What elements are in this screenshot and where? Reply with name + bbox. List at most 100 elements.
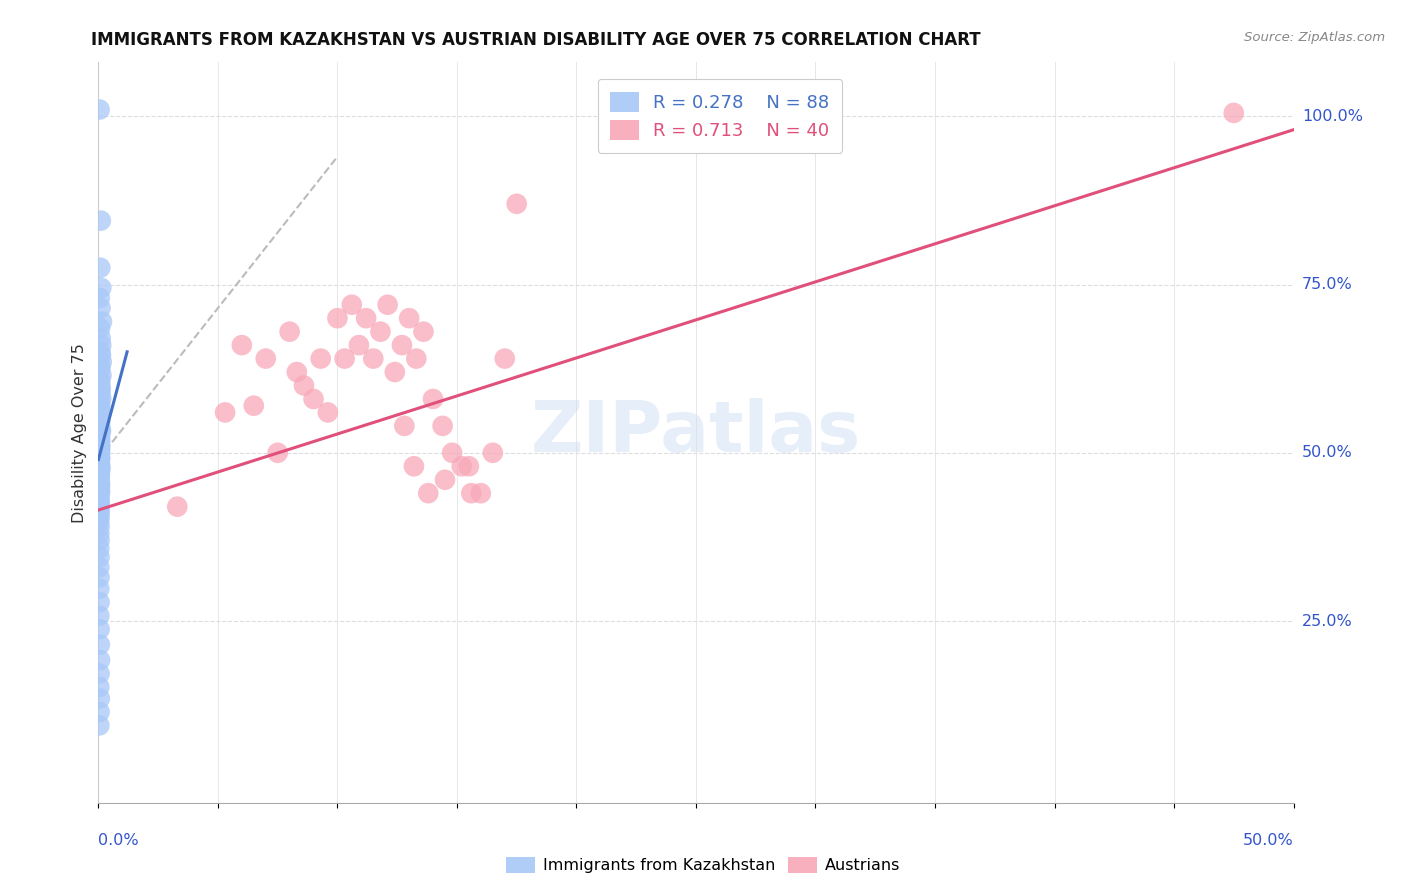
Point [89, 474, 111, 488]
Point [89, 103, 111, 117]
Point [89, 378, 111, 392]
Point [89, 372, 111, 386]
Point [267, 446, 290, 460]
Point [481, 446, 505, 460]
Point [231, 338, 253, 352]
Point [90, 392, 112, 406]
Point [89, 498, 111, 512]
Point [89, 431, 111, 445]
Point [89, 570, 111, 584]
Point [89, 478, 111, 492]
Point [89, 321, 111, 335]
Point [89, 413, 111, 427]
Point [422, 392, 444, 406]
Point [89, 458, 111, 472]
Point [89, 520, 111, 534]
Point [254, 351, 277, 366]
Point [89, 509, 111, 524]
Point [89, 666, 111, 681]
Point [89, 491, 111, 506]
Point [450, 459, 472, 474]
Point [394, 418, 416, 433]
Point [90, 348, 112, 362]
Point [89, 494, 111, 508]
Text: 100.0%: 100.0% [1302, 109, 1362, 124]
Point [434, 473, 457, 487]
Point [89, 505, 111, 519]
Point [90, 382, 112, 396]
Point [89, 395, 111, 409]
Point [89, 608, 111, 623]
Point [90, 389, 112, 403]
Point [89, 427, 111, 442]
Text: 0.0%: 0.0% [98, 833, 139, 848]
Point [278, 325, 301, 339]
Point [91, 315, 114, 329]
Point [90, 422, 112, 436]
Text: 50.0%: 50.0% [1243, 833, 1294, 848]
Point [309, 351, 332, 366]
Point [418, 486, 440, 500]
Legend: Immigrants from Kazakhstan, Austrians: Immigrants from Kazakhstan, Austrians [499, 850, 907, 880]
Point [90, 361, 112, 376]
Point [326, 311, 349, 326]
Point [89, 705, 111, 719]
Point [89, 462, 111, 476]
Point [89, 541, 111, 556]
Point [398, 311, 420, 326]
Text: Source: ZipAtlas.com: Source: ZipAtlas.com [1244, 31, 1385, 45]
Point [89, 533, 111, 548]
Point [89, 691, 111, 706]
Point [340, 298, 363, 312]
Y-axis label: Disability Age Over 75: Disability Age Over 75 [72, 343, 87, 523]
Point [384, 365, 406, 379]
Point [89, 501, 111, 516]
Point [347, 338, 370, 352]
Point [90, 301, 112, 315]
Point [302, 392, 325, 406]
Point [89, 442, 111, 457]
Point [441, 446, 464, 460]
Point [89, 429, 111, 443]
Point [460, 486, 482, 500]
Point [405, 351, 427, 366]
Point [90, 460, 112, 475]
Point [285, 365, 308, 379]
Legend: R = 0.278    N = 88, R = 0.713    N = 40: R = 0.278 N = 88, R = 0.713 N = 40 [598, 78, 842, 153]
Point [89, 483, 111, 497]
Point [90, 281, 112, 295]
Text: 25.0%: 25.0% [1302, 614, 1353, 629]
Point [377, 298, 399, 312]
Point [402, 459, 425, 474]
Point [89, 417, 111, 432]
Point [494, 351, 516, 366]
Point [333, 351, 356, 366]
Point [89, 465, 111, 479]
Point [89, 375, 111, 389]
Point [89, 680, 111, 694]
Point [89, 718, 111, 732]
Point [1223, 106, 1246, 120]
Point [89, 526, 111, 541]
Point [89, 487, 111, 501]
Point [89, 471, 111, 485]
Point [89, 409, 111, 423]
Text: 50.0%: 50.0% [1302, 445, 1353, 460]
Point [89, 476, 111, 491]
Point [89, 582, 111, 596]
Point [89, 412, 111, 426]
Point [90, 424, 112, 438]
Point [214, 405, 236, 419]
Point [89, 454, 111, 468]
Point [316, 405, 339, 419]
Point [166, 500, 188, 514]
Point [89, 402, 111, 417]
Point [89, 399, 111, 413]
Point [89, 515, 111, 529]
Point [89, 441, 111, 455]
Point [89, 467, 111, 482]
Point [412, 325, 434, 339]
Point [243, 399, 266, 413]
Point [89, 385, 111, 400]
Point [89, 449, 111, 463]
